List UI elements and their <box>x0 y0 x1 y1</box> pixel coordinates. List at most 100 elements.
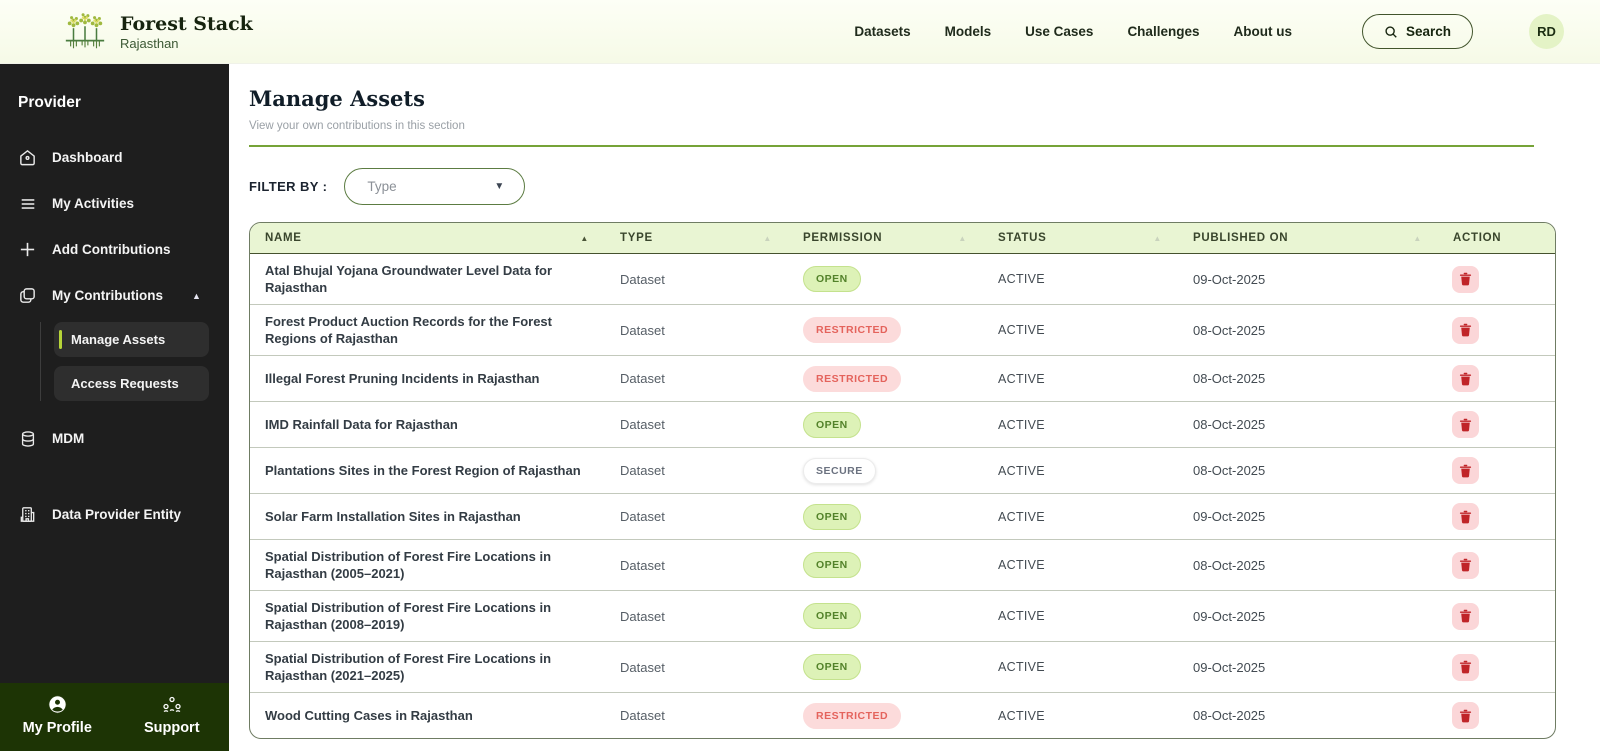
permission-badge: RESTRICTED <box>803 365 902 392</box>
table-row: Atal Bhujal Yojana Groundwater Level Dat… <box>250 254 1555 304</box>
table-row: Forest Product Auction Records for the F… <box>250 304 1555 355</box>
search-icon <box>1384 25 1398 39</box>
nav-challenges[interactable]: Challenges <box>1127 24 1200 39</box>
sort-icon: ▲ <box>1153 233 1162 243</box>
asset-type: Dataset <box>620 557 665 573</box>
main-content: Manage Assets View your own contribution… <box>229 64 1600 751</box>
nav-models[interactable]: Models <box>944 24 992 39</box>
nav-about-us[interactable]: About us <box>1233 24 1292 39</box>
asset-name: IMD Rainfall Data for Rajasthan <box>265 417 458 432</box>
my-profile-label: My Profile <box>22 720 92 736</box>
column-header-permission[interactable]: PERMISSION ▲ <box>803 232 967 244</box>
delete-button[interactable] <box>1452 503 1479 530</box>
permission-badge: OPEN <box>803 654 861 680</box>
sidebar-item-mdm[interactable]: MDM <box>0 419 229 458</box>
nav-datasets[interactable]: Datasets <box>854 24 911 39</box>
sidebar-footer: My Profile Support <box>0 683 229 751</box>
delete-button[interactable] <box>1452 316 1479 344</box>
delete-button[interactable] <box>1452 365 1479 392</box>
permission-badge: RESTRICTED <box>803 702 902 729</box>
sidebar-item-label: My Activities <box>52 196 135 211</box>
trash-icon <box>1459 558 1472 572</box>
sidebar-item-my-contributions[interactable]: My Contributions ▲ <box>0 276 229 315</box>
trash-icon <box>1459 709 1472 723</box>
asset-name: Illegal Forest Pruning Incidents in Raja… <box>265 371 540 386</box>
table-row: Spatial Distribution of Forest Fire Loca… <box>250 539 1555 590</box>
asset-permission-cell: OPEN <box>788 494 983 539</box>
asset-type: Dataset <box>620 371 665 386</box>
profile-icon <box>47 694 68 715</box>
user-avatar[interactable]: RD <box>1529 14 1564 49</box>
asset-type: Dataset <box>620 417 665 432</box>
delete-button[interactable] <box>1452 702 1479 729</box>
asset-published-date: 08-Oct-2025 <box>1193 557 1266 573</box>
sidebar-item-dashboard[interactable]: Dashboard <box>0 138 229 177</box>
sidebar-item-label: Add Contributions <box>52 242 171 257</box>
asset-name: Forest Product Auction Records for the F… <box>265 314 552 346</box>
column-header-type[interactable]: TYPE ▲ <box>620 232 772 244</box>
asset-permission-cell: RESTRICTED <box>788 693 983 738</box>
asset-permission-cell: RESTRICTED <box>788 305 983 355</box>
sidebar-item-label: MDM <box>52 431 85 446</box>
my-contributions-submenu: Manage Assets Access Requests <box>40 322 209 401</box>
table-row: Solar Farm Installation Sites in Rajasth… <box>250 493 1555 539</box>
delete-button[interactable] <box>1452 265 1479 293</box>
trash-icon <box>1459 609 1472 623</box>
asset-published-date: 09-Oct-2025 <box>1193 659 1266 675</box>
sidebar: Provider Dashboard My Activities <box>0 64 229 751</box>
type-filter-dropdown[interactable]: Type ▼ <box>344 168 526 205</box>
delete-button[interactable] <box>1452 653 1479 681</box>
asset-status: ACTIVE <box>998 558 1045 572</box>
sidebar-item-label: Data Provider Entity <box>52 507 182 522</box>
asset-published-date: 08-Oct-2025 <box>1193 708 1266 723</box>
asset-permission-cell: SECURE <box>788 448 983 493</box>
permission-badge: OPEN <box>803 266 861 292</box>
filter-row: FILTER BY : Type ▼ <box>249 168 1556 205</box>
asset-published-date: 08-Oct-2025 <box>1193 322 1266 338</box>
support-button[interactable]: Support <box>115 694 230 736</box>
asset-type: Dataset <box>620 322 665 338</box>
brand-title: Forest Stack <box>120 12 253 35</box>
asset-type: Dataset <box>620 608 665 624</box>
sidebar-item-add-contributions[interactable]: Add Contributions <box>0 230 229 269</box>
search-button[interactable]: Search <box>1361 14 1473 49</box>
sidebar-item-my-activities[interactable]: My Activities <box>0 184 229 223</box>
asset-published-date: 09-Oct-2025 <box>1193 608 1266 624</box>
asset-published-date: 09-Oct-2025 <box>1193 271 1266 287</box>
sidebar-item-label: My Contributions <box>52 288 163 303</box>
brand[interactable]: Forest Stack Rajasthan <box>62 9 253 55</box>
asset-status: ACTIVE <box>998 272 1045 286</box>
asset-action-cell <box>1438 591 1555 641</box>
delete-button[interactable] <box>1452 411 1479 438</box>
asset-status: ACTIVE <box>998 708 1045 723</box>
sort-icon: ▲ <box>763 233 772 243</box>
nav-use-cases[interactable]: Use Cases <box>1025 24 1094 39</box>
asset-published-date: 08-Oct-2025 <box>1193 417 1266 432</box>
filter-label: FILTER BY : <box>249 179 328 194</box>
column-header-name[interactable]: NAME ▲ <box>265 232 589 244</box>
trash-icon <box>1459 323 1472 337</box>
delete-button[interactable] <box>1452 551 1479 579</box>
asset-action-cell <box>1438 356 1555 401</box>
trash-icon <box>1459 372 1472 386</box>
sidebar-subitem-manage-assets[interactable]: Manage Assets <box>54 322 209 357</box>
asset-action-cell <box>1438 642 1555 692</box>
asset-permission-cell: OPEN <box>788 402 983 447</box>
delete-button[interactable] <box>1452 457 1479 484</box>
asset-permission-cell: OPEN <box>788 591 983 641</box>
asset-type: Dataset <box>620 708 665 723</box>
my-profile-button[interactable]: My Profile <box>0 694 115 736</box>
asset-status: ACTIVE <box>998 609 1045 623</box>
asset-status: ACTIVE <box>998 660 1045 674</box>
column-header-published-on[interactable]: PUBLISHED ON ▲ <box>1193 232 1422 244</box>
delete-button[interactable] <box>1452 602 1479 630</box>
asset-permission-cell: RESTRICTED <box>788 356 983 401</box>
sidebar-subitem-access-requests[interactable]: Access Requests <box>54 366 209 401</box>
asset-name: Wood Cutting Cases in Rajasthan <box>265 708 473 723</box>
asset-status: ACTIVE <box>998 509 1045 524</box>
permission-badge: OPEN <box>803 503 861 530</box>
asset-type: Dataset <box>620 463 665 478</box>
column-header-status[interactable]: STATUS ▲ <box>998 232 1162 244</box>
column-header-action: ACTION <box>1453 232 1502 244</box>
sidebar-item-data-provider-entity[interactable]: Data Provider Entity <box>0 495 229 534</box>
